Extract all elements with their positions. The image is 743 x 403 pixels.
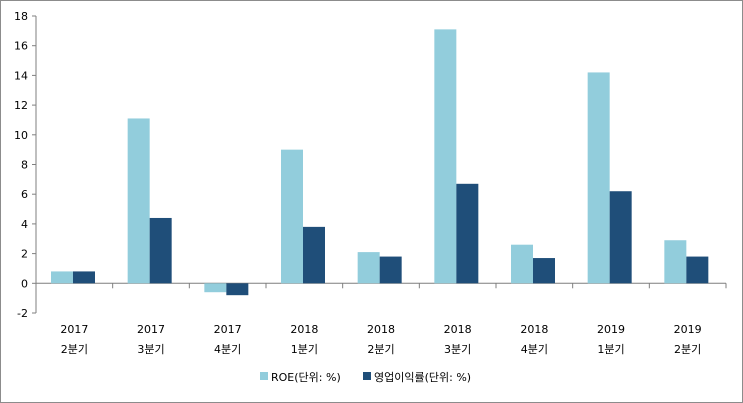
y-tick-label: 10 [14,129,28,142]
bar-operating-margin [149,217,172,284]
x-tick-label-year: 2017 [137,323,165,336]
x-tick-label-quarter: 4분기 [214,343,241,356]
bar-operating-margin [73,271,95,284]
y-tick-label: 2 [21,248,28,261]
y-tick-label: 16 [14,40,28,53]
x-tick-label-quarter: 4분기 [521,343,548,356]
bar-roe [434,29,457,284]
bar-operating-margin [609,191,632,284]
bar-operating-margin [303,226,325,284]
bar-roe [281,149,303,284]
x-tick-label-quarter: 3분기 [444,343,471,356]
bar-roe [204,283,227,293]
bar-roe [511,244,533,284]
legend-label: 영업이익률(단위: %) [374,371,471,384]
bar-operating-margin [226,283,249,296]
x-tick-label-quarter: 2분기 [674,343,701,356]
bar-roe [357,252,380,284]
x-tick-label-year: 2019 [674,323,702,336]
bar-roe [51,271,73,284]
y-tick-label: 8 [21,159,28,172]
x-tick-label-year: 2018 [520,323,548,336]
y-tick-label: 6 [21,188,28,201]
y-tick-label: 4 [21,218,28,231]
x-tick-label-year: 2017 [214,323,242,336]
bar-roe [587,72,610,284]
legend-label: ROE(단위: %) [271,371,341,384]
y-tick-label: 14 [14,69,28,82]
bar-roe [664,240,687,284]
x-tick-label-quarter: 1분기 [597,343,624,356]
bar-roe [127,118,150,284]
legend-swatch [363,372,371,380]
y-tick-label: 12 [14,99,28,112]
bar-operating-margin [686,256,709,284]
bar-operating-margin [533,258,555,284]
legend: ROE(단위: %) 영업이익률(단위: %) [260,371,471,384]
bars [51,29,709,296]
x-tick-label-year: 2017 [60,323,88,336]
x-tick-label-year: 2018 [444,323,472,336]
bar-operating-margin [379,256,402,284]
x-tick-label-quarter: 2분기 [61,343,88,356]
x-tick-label-quarter: 2분기 [367,343,394,356]
category-labels: 2017 2분기 2017 3분기 2017 4분기 2018 1분기 2018 2분기 2018 3… [60,323,701,356]
x-tick-label-year: 2018 [367,323,395,336]
x-tick-label-quarter: 1분기 [291,343,318,356]
x-tick-label-year: 2018 [290,323,318,336]
y-tick-label: 0 [21,277,28,290]
x-tick-label-year: 2019 [597,323,625,336]
bar-operating-margin [456,183,479,284]
y-tick-label: 18 [14,10,28,23]
y-tick-label: -2 [17,307,28,320]
x-tick-label-quarter: 3분기 [137,343,164,356]
legend-swatch [260,372,268,380]
